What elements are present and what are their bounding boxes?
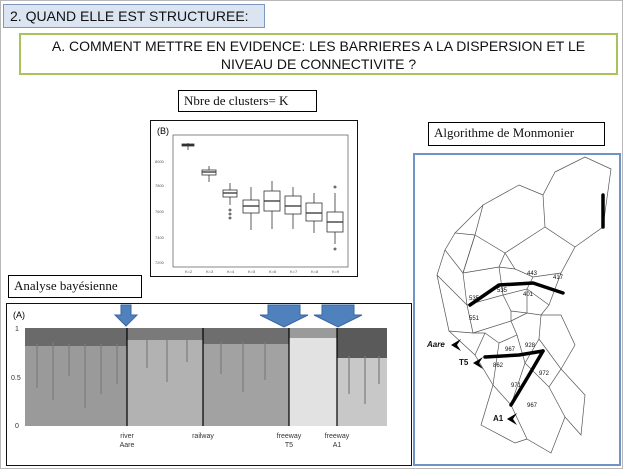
y-tick: 7800 bbox=[155, 183, 165, 188]
place-aare: Aare bbox=[426, 340, 445, 349]
voronoi-cells bbox=[436, 156, 612, 454]
y-tick: 7400 bbox=[155, 235, 165, 240]
barrier-label: river bbox=[120, 433, 134, 440]
panel-a-letter: (A) bbox=[13, 310, 25, 320]
barrier-label: freeway bbox=[325, 433, 350, 440]
x-tick: K=8 bbox=[311, 269, 319, 274]
y-tick: 0.5 bbox=[11, 375, 21, 382]
box-k3 bbox=[201, 166, 217, 182]
barrier-label: railway bbox=[192, 433, 214, 440]
barrier-a1 bbox=[509, 349, 545, 407]
barrier-t5 bbox=[483, 349, 545, 359]
boxplot-x-ticks: K=2 K=3 K=4 K=5 K=6 K=7 K=8 K=9 bbox=[185, 269, 340, 274]
place-t5: T5 bbox=[459, 358, 469, 367]
barrier-labels: river Aare railway freeway T5 freeway A1 bbox=[120, 433, 350, 449]
y-tick: 1 bbox=[15, 326, 19, 333]
x-tick: K=3 bbox=[206, 269, 214, 274]
edge-number: 551 bbox=[469, 316, 480, 322]
edge-number: 401 bbox=[523, 292, 534, 298]
place-pointers bbox=[451, 339, 517, 425]
edge-number: 967 bbox=[505, 347, 516, 353]
y-tick: 8000 bbox=[155, 159, 165, 164]
box-k7 bbox=[284, 187, 302, 229]
subtitle-line-1: A. COMMENT METTRE EN EVIDENCE: LES BARRI… bbox=[51, 38, 586, 54]
place-labels: Aare T5 A1 bbox=[426, 340, 504, 423]
edge-number: 972 bbox=[539, 371, 550, 377]
barrier-label: freeway bbox=[277, 433, 302, 440]
box-k9 bbox=[326, 185, 344, 251]
place-a1: A1 bbox=[493, 414, 504, 423]
edge-number: 535 bbox=[497, 288, 508, 294]
down-arrow-icon bbox=[313, 304, 363, 328]
box-k2 bbox=[181, 143, 195, 150]
edge-number: 967 bbox=[527, 403, 538, 409]
barrier-aare bbox=[468, 281, 565, 307]
boxplot-panel: (B) 8000 7800 7600 7400 7200 K=2 K=3 K=4… bbox=[150, 120, 358, 277]
barrier-dividers bbox=[126, 328, 338, 426]
boxplot-boxes bbox=[181, 143, 344, 251]
structure-bars bbox=[25, 328, 387, 426]
barrier-lines bbox=[468, 193, 605, 407]
subtitle-box: A. COMMENT METTRE EN EVIDENCE: LES BARRI… bbox=[19, 33, 618, 75]
box-k5 bbox=[242, 187, 260, 230]
x-tick: K=6 bbox=[269, 269, 277, 274]
monmonier-label: Algorithme de Monmonier bbox=[428, 122, 605, 146]
edge-number: 535 bbox=[469, 296, 480, 302]
x-tick: K=7 bbox=[290, 269, 298, 274]
panel-b-letter: (B) bbox=[157, 126, 169, 136]
edge-number: 417 bbox=[553, 275, 564, 281]
edge-number: 971 bbox=[511, 383, 522, 389]
edge-number: 443 bbox=[527, 271, 538, 277]
x-tick: K=9 bbox=[332, 269, 340, 274]
box-k6 bbox=[263, 181, 281, 229]
down-arrow-icon bbox=[113, 304, 139, 327]
box-k8 bbox=[305, 193, 323, 233]
bar-noise bbox=[36, 338, 380, 408]
y-tick: 0 bbox=[15, 423, 19, 430]
box-k4 bbox=[222, 183, 238, 220]
x-tick: K=4 bbox=[227, 269, 235, 274]
x-tick: K=5 bbox=[248, 269, 256, 274]
down-arrow-icon bbox=[259, 304, 309, 328]
edge-number: 928 bbox=[525, 343, 536, 349]
section-header: 2. QUAND ELLE EST STRUCTUREE: bbox=[3, 4, 265, 28]
barrier-label: T5 bbox=[285, 442, 293, 449]
y-tick: 7200 bbox=[155, 260, 165, 265]
x-tick: K=2 bbox=[185, 269, 193, 274]
subtitle-line-2: NIVEAU DE CONNECTIVITE ? bbox=[220, 56, 417, 72]
edge-numbers: 535 443 417 535 401 551 967 928 862 972 … bbox=[469, 271, 564, 409]
y-tick: 7600 bbox=[155, 209, 165, 214]
bayesian-label: Analyse bayésienne bbox=[8, 275, 142, 298]
clusters-label: Nbre de clusters= K bbox=[178, 90, 317, 112]
bayesian-panel: (A) 1 0.5 0 bbox=[6, 303, 412, 466]
boxplot-y-ticks: 8000 7800 7600 7400 7200 bbox=[155, 159, 165, 265]
barrier-label: A1 bbox=[333, 442, 342, 449]
barrier-label: Aare bbox=[120, 442, 135, 449]
monmonier-figure: 535 443 417 535 401 551 967 928 862 972 … bbox=[426, 156, 612, 454]
bayesian-y-ticks: 1 0.5 0 bbox=[11, 326, 21, 430]
boxplot-figure: (B) 8000 7800 7600 7400 7200 K=2 K=3 K=4… bbox=[155, 126, 349, 274]
boxplot-axes bbox=[172, 134, 349, 268]
bayesian-figure: (A) 1 0.5 0 bbox=[11, 310, 387, 449]
edge-number: 862 bbox=[493, 363, 504, 369]
monmonier-map: 535 443 417 535 401 551 967 928 862 972 … bbox=[413, 153, 621, 466]
